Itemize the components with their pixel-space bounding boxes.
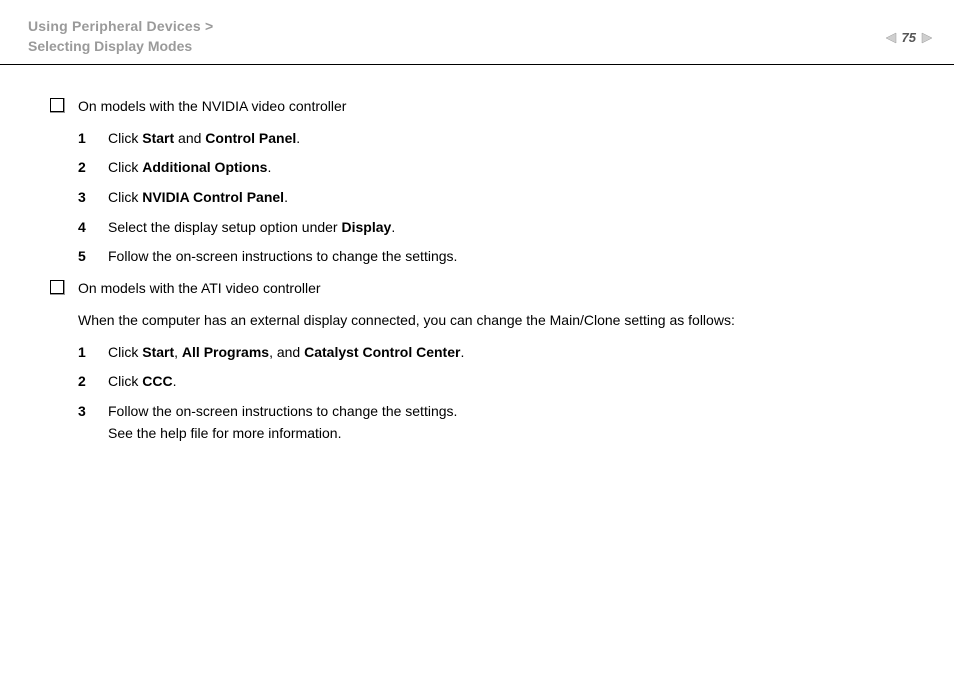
content: On models with the NVIDIA video controll… (50, 90, 914, 448)
step-text: Click NVIDIA Control Panel. (108, 187, 914, 209)
step-row: 1 Click Start, All Programs, and Catalyst… (78, 338, 914, 368)
step-number: 2 (78, 157, 90, 179)
step-text: Select the display setup option under Di… (108, 217, 914, 239)
step-text: Follow the on-screen instructions to cha… (108, 246, 914, 268)
bullet-text: On models with the NVIDIA video controll… (78, 96, 914, 118)
step-row: 3 Click NVIDIA Control Panel. (78, 183, 914, 213)
bullet-text: On models with the ATI video controller (78, 278, 914, 300)
step-number: 2 (78, 371, 90, 393)
step-number: 5 (78, 246, 90, 268)
breadcrumb-separator: > (205, 18, 213, 34)
checkbox-bullet-icon (50, 98, 64, 112)
next-page-icon[interactable] (920, 32, 934, 44)
step-row: 2 Click Additional Options. (78, 153, 914, 183)
step-number: 1 (78, 128, 90, 150)
step-number: 1 (78, 342, 90, 364)
step-text: Click Start and Control Panel. (108, 128, 914, 150)
step-row: 1 Click Start and Control Panel. (78, 124, 914, 154)
step-row: 4 Select the display setup option under D… (78, 213, 914, 243)
bullet-row: On models with the ATI video controller (50, 278, 914, 300)
step-number: 4 (78, 217, 90, 239)
prev-page-icon[interactable] (884, 32, 898, 44)
steps-list: 1 Click Start, All Programs, and Catalyst… (78, 338, 914, 449)
steps-list: 1 Click Start and Control Panel. 2 Click Ad… (78, 124, 914, 272)
breadcrumb-line1: Using Peripheral Devices > (28, 18, 926, 34)
step-number: 3 (78, 401, 90, 423)
breadcrumb-current: Selecting Display Modes (28, 38, 926, 54)
page: Using Peripheral Devices > Selecting Dis… (0, 0, 954, 674)
step-text: Click Start, All Programs, and Catalyst … (108, 342, 914, 364)
step-row: 5 Follow the on-screen instructions to ch… (78, 242, 914, 272)
page-number: 75 (902, 30, 916, 45)
header: Using Peripheral Devices > Selecting Dis… (0, 0, 954, 64)
page-number-nav: 75 (884, 30, 934, 45)
breadcrumb-parent[interactable]: Using Peripheral Devices (28, 18, 201, 34)
header-rule (0, 64, 954, 65)
step-row: 2 Click CCC. (78, 367, 914, 397)
bullet-row: On models with the NVIDIA video controll… (50, 96, 914, 118)
section-intro: When the computer has an external displa… (78, 306, 914, 338)
step-text: Follow the on-screen instructions to cha… (108, 401, 914, 444)
step-row: 3 Follow the on-screen instructions to ch… (78, 397, 914, 448)
step-number: 3 (78, 187, 90, 209)
step-text: Click CCC. (108, 371, 914, 393)
checkbox-bullet-icon (50, 280, 64, 294)
step-text: Click Additional Options. (108, 157, 914, 179)
